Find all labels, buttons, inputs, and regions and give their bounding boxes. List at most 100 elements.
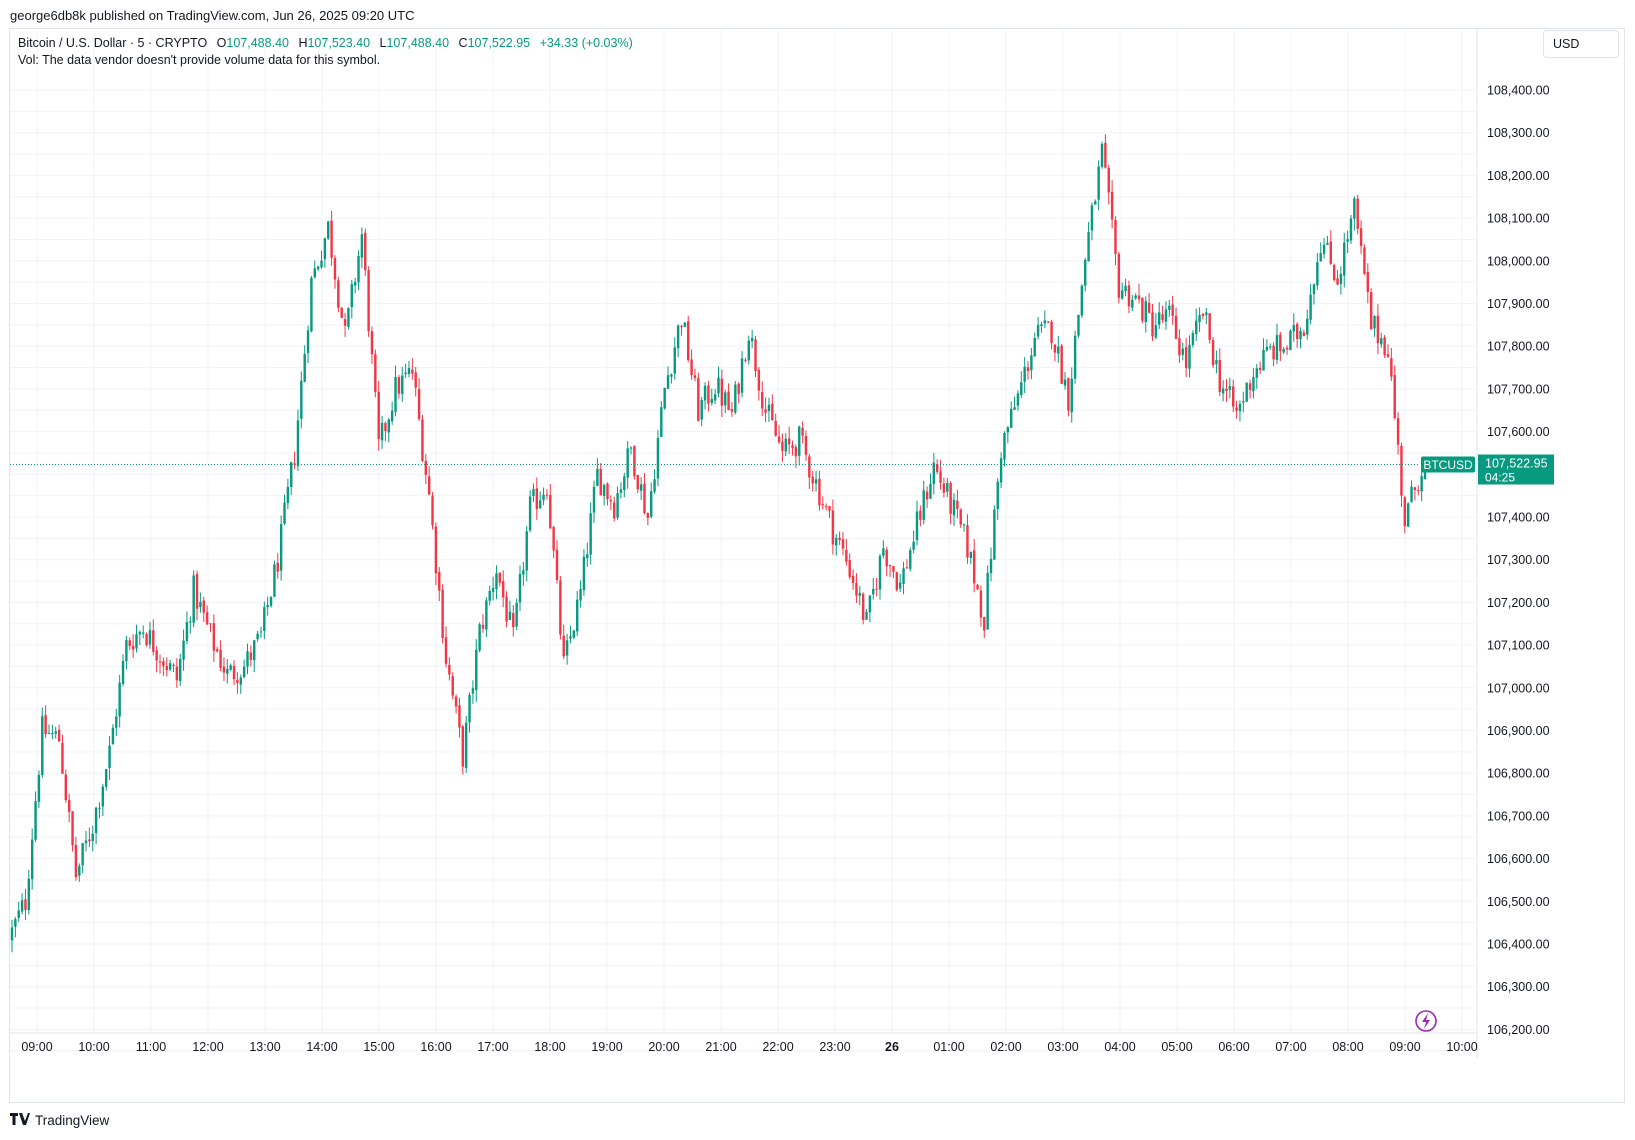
price-tick-label: 106,700.00 (1487, 809, 1550, 823)
candle-body (30, 839, 34, 880)
candle-body (1090, 205, 1094, 231)
candle-body (1383, 337, 1386, 356)
candle-body (512, 612, 515, 628)
candle-body (895, 572, 899, 591)
candle-body (61, 742, 64, 774)
candle-body (1171, 304, 1174, 316)
candle-body (559, 580, 562, 635)
candle-body (269, 596, 273, 606)
candle-body (774, 420, 777, 436)
candles (10, 134, 1427, 953)
time-tick-label: 02:00 (990, 1040, 1021, 1054)
open-value: 107,488.40 (226, 36, 289, 50)
candle-body (1174, 315, 1178, 339)
candle-body (1248, 383, 1252, 390)
candle-body (273, 564, 276, 597)
candle-body (1322, 244, 1326, 254)
candle-body (1390, 358, 1393, 377)
close-value: 107,522.95 (467, 36, 531, 50)
candle-body (697, 378, 700, 421)
candle-body (1006, 427, 1010, 433)
footer-brand[interactable]: TradingView (10, 1112, 109, 1128)
candle-body (1121, 290, 1124, 299)
candle-body (1009, 408, 1013, 428)
candle-body (125, 639, 128, 662)
candle-body (1242, 401, 1245, 403)
candle-body (579, 589, 582, 601)
candle-body (471, 688, 475, 694)
candle-body (189, 621, 192, 623)
candle-body (656, 438, 660, 479)
candle-body (673, 347, 676, 374)
candle-body (1033, 338, 1036, 357)
candle-body (922, 490, 925, 520)
candle-body (468, 694, 471, 723)
ohlc-legend: Bitcoin / U.S. Dollar · 5 · CRYPTO O107,… (18, 36, 633, 50)
candle-body (434, 526, 438, 574)
candle-body (1026, 367, 1030, 372)
candle-body (952, 499, 956, 516)
price-tick-label: 106,900.00 (1487, 724, 1550, 738)
candle-body (394, 377, 397, 412)
candle-body (185, 622, 189, 642)
candle-body (1117, 253, 1121, 298)
candle-body (431, 496, 434, 526)
candle-body (1386, 354, 1390, 357)
candle-body (1073, 335, 1077, 379)
candle-body (501, 581, 505, 598)
candle-body (983, 616, 986, 631)
candle-body (1245, 382, 1248, 402)
publisher-caption: george6db8k published on TradingView.com… (10, 8, 415, 23)
candle-body (108, 745, 111, 768)
candle-body (646, 512, 650, 518)
candle-body (905, 567, 909, 569)
candle-body (707, 385, 710, 404)
candle-body (1188, 344, 1191, 369)
time-tick-label: 01:00 (933, 1040, 964, 1054)
candle-body (515, 602, 518, 627)
candle-body (57, 729, 61, 742)
candle-body (979, 590, 983, 618)
candle-body (24, 899, 27, 910)
candle-body (724, 392, 727, 406)
currency-button[interactable]: USD (1543, 30, 1619, 58)
brand-name: TradingView (35, 1112, 110, 1128)
candle-body (1295, 324, 1299, 339)
candle-body (1265, 346, 1269, 351)
ticker-tag (1421, 456, 1475, 473)
candle-body (481, 624, 485, 629)
open-label: O (216, 36, 227, 50)
candle-body (592, 486, 596, 513)
price-tick-label: 106,200.00 (1487, 1023, 1550, 1037)
time-tick-label: 20:00 (648, 1040, 679, 1054)
candle-body (236, 679, 239, 683)
candle-body (1252, 376, 1255, 392)
candle-body (932, 462, 936, 485)
candle-body (421, 419, 424, 461)
candle-body (290, 462, 293, 487)
change-value: +34.33 (+0.03%) (539, 36, 633, 50)
symbol-title[interactable]: Bitcoin / U.S. Dollar · 5 · CRYPTO (18, 36, 208, 50)
candle-body (835, 537, 838, 546)
candle-body (1003, 432, 1006, 460)
candle-body (737, 383, 740, 395)
candle-body (1349, 218, 1353, 241)
candle-body (478, 624, 481, 651)
candle-body (367, 270, 370, 332)
candle-body (710, 398, 713, 404)
high-value: 107,523.40 (307, 36, 371, 50)
candle-body (165, 666, 168, 671)
candle-body (407, 368, 411, 375)
candle-body (575, 599, 579, 632)
price-tag (1478, 454, 1554, 485)
candle-body (1403, 497, 1407, 527)
candle-body (1366, 272, 1370, 292)
candle-body (1346, 239, 1349, 242)
candle-body (798, 426, 801, 456)
candle-body (713, 394, 717, 401)
candle-body (582, 556, 586, 591)
candle-body (226, 668, 229, 674)
candle-body (313, 268, 316, 278)
candle-body (417, 389, 421, 419)
